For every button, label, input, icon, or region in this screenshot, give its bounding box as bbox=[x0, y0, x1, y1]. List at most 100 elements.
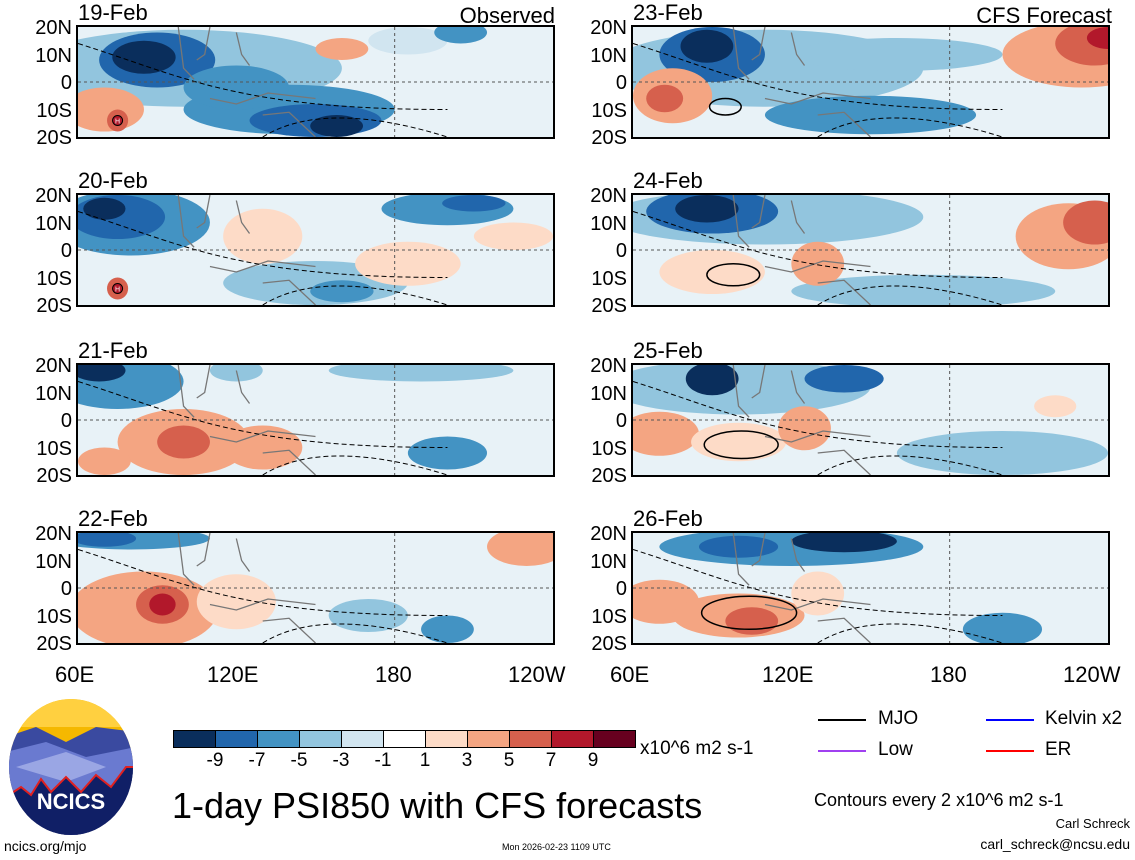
lat-label: 20S bbox=[591, 465, 627, 487]
observed-label: Observed bbox=[459, 3, 555, 28]
lon-label-left-2: 180 bbox=[375, 662, 412, 687]
anomaly-shading bbox=[962, 612, 1043, 643]
anomaly-shading bbox=[896, 431, 1108, 475]
coastline bbox=[177, 533, 316, 643]
anomaly-shading bbox=[659, 250, 765, 294]
anomaly-shading bbox=[328, 599, 408, 632]
anomaly-shading bbox=[78, 365, 126, 382]
anomaly-shading bbox=[725, 607, 779, 635]
lat-label: 10N bbox=[35, 550, 72, 573]
figure-title: 1-day PSI850 with CFS forecasts bbox=[172, 785, 703, 826]
mjo-contour-negative bbox=[633, 381, 1003, 475]
coastline bbox=[732, 533, 871, 643]
lat-label: 20N bbox=[35, 523, 72, 545]
anomaly-shading bbox=[223, 425, 303, 470]
lon-label-left-3: 120W bbox=[508, 662, 566, 687]
lat-label: 20N bbox=[590, 523, 627, 545]
lat-label: 10S bbox=[36, 605, 72, 628]
anomaly-shading bbox=[157, 425, 210, 459]
lat-label: 10S bbox=[591, 267, 627, 290]
mjo-contour-negative bbox=[633, 43, 1003, 137]
svg-text:H: H bbox=[115, 119, 120, 126]
author: Carl Schreck bbox=[1055, 816, 1130, 831]
anomaly-shading bbox=[407, 436, 488, 470]
anomaly-shading bbox=[685, 365, 739, 396]
lat-label: 0 bbox=[60, 410, 72, 432]
colorbar-tick-label: 5 bbox=[503, 750, 515, 771]
mjo-contour-negative bbox=[78, 43, 448, 137]
lat-label: 0 bbox=[615, 410, 627, 432]
anomaly-shading bbox=[1086, 27, 1108, 49]
lat-label: 20N bbox=[590, 185, 627, 207]
colorbar-swatch bbox=[510, 731, 552, 747]
coastline bbox=[177, 27, 316, 137]
mjo-legend-line bbox=[818, 719, 866, 721]
lat-label: 10S bbox=[36, 99, 72, 122]
coastline bbox=[732, 195, 871, 305]
anomaly-shading bbox=[675, 195, 739, 223]
lat-label: 20N bbox=[35, 355, 72, 377]
lat-label: 20N bbox=[35, 185, 72, 207]
colorbar-tick-label: -9 bbox=[206, 750, 224, 771]
lat-label: 20S bbox=[591, 295, 627, 317]
site-link[interactable]: ncics.org/mjo bbox=[4, 838, 87, 854]
kelvin-legend-label: Kelvin x2 bbox=[1045, 708, 1123, 729]
anomaly-shading bbox=[78, 533, 137, 547]
map-panel bbox=[631, 193, 1110, 307]
lat-label: 10N bbox=[35, 44, 72, 67]
anomaly-shading bbox=[149, 593, 176, 616]
low-legend-line bbox=[818, 750, 866, 752]
mjo-contour-positive bbox=[700, 595, 798, 630]
colorbar-swatch bbox=[384, 731, 426, 747]
map-panel: H bbox=[76, 193, 555, 307]
colorbar-tick-label: -3 bbox=[332, 750, 350, 771]
coastline bbox=[177, 195, 316, 305]
timestamp: Mon 2026-02-23 1109 UTC bbox=[502, 842, 611, 852]
lat-label: 10N bbox=[590, 212, 627, 235]
lon-label-right-2: 180 bbox=[930, 662, 967, 687]
anomaly-shading bbox=[791, 274, 1056, 305]
mjo-contour-negative bbox=[78, 549, 448, 643]
colorbar-swatch bbox=[174, 731, 216, 747]
colorbar-swatch bbox=[426, 731, 468, 747]
mjo-contour-negative bbox=[633, 549, 1003, 643]
anomaly-shading bbox=[223, 208, 303, 264]
anomaly-shading bbox=[646, 84, 684, 113]
colorbar bbox=[173, 730, 636, 748]
panel-date: 25-Feb bbox=[633, 338, 703, 363]
lat-label: 10N bbox=[590, 44, 627, 67]
map-panel bbox=[631, 531, 1110, 645]
anomaly-shading bbox=[804, 365, 884, 393]
colorbar-swatch bbox=[594, 731, 635, 747]
anomaly-shading bbox=[680, 29, 734, 63]
map-panel bbox=[631, 363, 1110, 477]
anomaly-shading bbox=[791, 533, 897, 553]
cfs-forecast-label: CFS Forecast bbox=[976, 3, 1112, 28]
email: carl_schreck@ncsu.edu bbox=[980, 836, 1130, 852]
lat-label: 0 bbox=[615, 72, 627, 94]
anomaly-shading bbox=[442, 195, 506, 212]
anomaly-shading bbox=[434, 27, 488, 44]
lat-label: 10N bbox=[35, 382, 72, 405]
lon-label-left-1: 120E bbox=[207, 662, 259, 687]
panel-date: 20-Feb bbox=[78, 168, 148, 193]
colorbar-swatch bbox=[342, 731, 384, 747]
panel-date: 22-Feb bbox=[78, 506, 148, 531]
anomaly-shading bbox=[315, 38, 369, 60]
anomaly-shading bbox=[421, 615, 474, 643]
colorbar-tick-label: 3 bbox=[461, 750, 473, 771]
anomaly-shading bbox=[355, 241, 461, 286]
kelvin-legend-line bbox=[986, 719, 1034, 721]
colorbar-tick-label: 9 bbox=[587, 750, 599, 771]
anomaly-shading bbox=[473, 222, 553, 250]
anomaly-shading bbox=[791, 38, 1003, 71]
panel-date: 21-Feb bbox=[78, 338, 148, 363]
anomaly-shading bbox=[183, 65, 290, 110]
colorbar-swatch bbox=[468, 731, 510, 747]
low-legend-label: Low bbox=[878, 739, 913, 760]
ncics-logo: NCICS bbox=[9, 699, 133, 835]
mjo-contour-positive bbox=[708, 97, 742, 116]
high-marker: H bbox=[112, 283, 124, 294]
lat-label: 20S bbox=[591, 127, 627, 149]
